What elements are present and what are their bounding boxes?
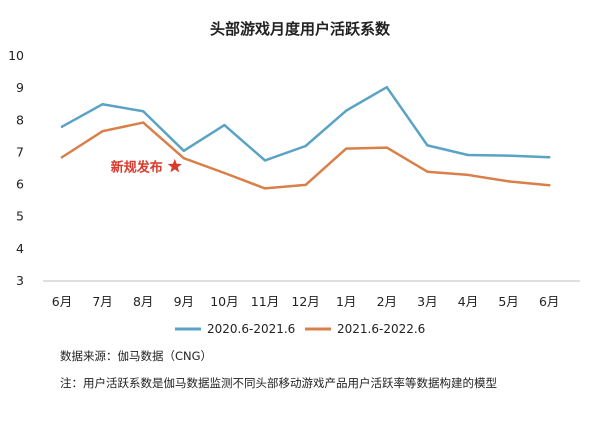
y-tick-label: 6 <box>16 177 24 192</box>
data-point <box>304 144 307 148</box>
x-tick-label: 10月 <box>210 294 238 309</box>
x-tick-label: 2月 <box>377 294 397 309</box>
legend-label: 2021.6-2022.6 <box>337 322 425 336</box>
x-tick-label: 12月 <box>291 294 319 309</box>
y-tick-label: 10 <box>8 48 24 63</box>
star-icon <box>167 158 182 173</box>
data-point <box>548 156 551 159</box>
y-tick-label: 4 <box>16 241 24 256</box>
data-point <box>345 109 348 112</box>
data-point <box>507 180 510 183</box>
data-point <box>507 154 510 157</box>
x-tick-label: 5月 <box>498 294 518 309</box>
data-point <box>60 125 64 128</box>
data-point <box>182 157 185 160</box>
data-point <box>385 146 388 149</box>
x-tick-label: 8月 <box>133 294 153 309</box>
model-note: 注：用户活跃系数是伽马数据监测不同头部移动游戏产品用户活跃率等数据构建的模型 <box>60 376 497 390</box>
y-tick-label: 3 <box>16 273 24 288</box>
data-point <box>142 110 145 113</box>
y-tick-label: 8 <box>16 112 24 127</box>
data-point <box>60 156 64 159</box>
x-tick-label: 11月 <box>251 294 279 309</box>
x-tick-label: 7月 <box>92 294 112 309</box>
x-tick-label: 4月 <box>458 294 478 309</box>
chart-title: 头部游戏月度用户活跃系数 <box>210 20 391 38</box>
x-tick-label: 9月 <box>174 294 194 309</box>
data-point <box>426 144 429 147</box>
data-point <box>466 153 470 157</box>
data-point <box>223 171 226 175</box>
source-note: 数据来源：伽马数据（CNG） <box>60 349 212 363</box>
x-tick-label: 6月 <box>52 294 72 309</box>
data-point <box>304 183 307 187</box>
data-point <box>182 149 185 153</box>
data-point <box>263 159 267 162</box>
data-point <box>223 123 226 127</box>
legend-label: 2020.6-2021.6 <box>207 322 295 336</box>
x-tick-label: 3月 <box>417 294 437 309</box>
data-point <box>548 184 551 187</box>
data-point <box>142 121 145 124</box>
y-tick-label: 5 <box>16 209 24 224</box>
annotation-label: 新规发布 <box>111 159 163 175</box>
data-point <box>466 173 470 177</box>
data-point <box>385 85 388 89</box>
x-tick-label: 1月 <box>336 294 356 309</box>
data-point <box>101 130 104 133</box>
x-tick-label: 6月 <box>539 294 559 309</box>
data-point <box>263 187 267 190</box>
data-point <box>426 170 429 173</box>
data-point <box>101 103 104 106</box>
data-point <box>345 147 348 150</box>
y-tick-label: 7 <box>16 144 24 159</box>
y-tick-label: 9 <box>16 80 24 95</box>
